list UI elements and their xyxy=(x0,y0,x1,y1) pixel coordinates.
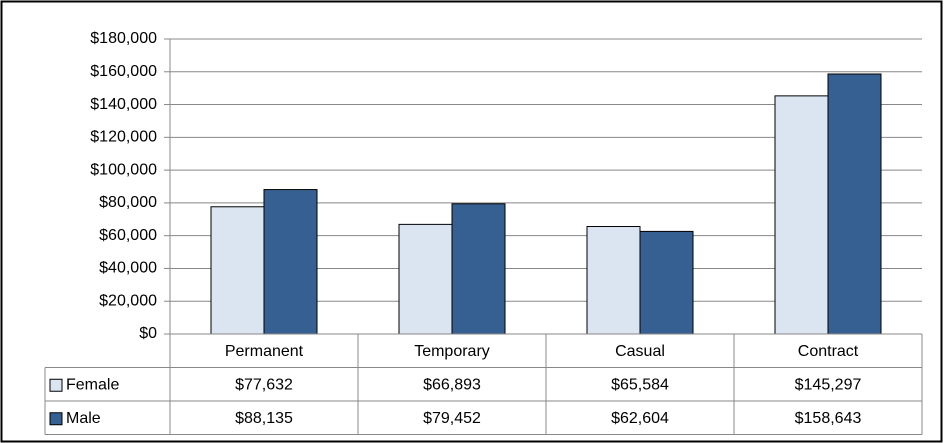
bar xyxy=(451,203,506,335)
legend-swatch xyxy=(49,412,63,426)
x-tick-label: Permanent xyxy=(225,343,304,360)
legend-label: Male xyxy=(66,410,101,427)
y-tick-label: $40,000 xyxy=(99,260,157,277)
y-tick-label: $160,000 xyxy=(90,63,157,80)
y-tick-label: $80,000 xyxy=(99,194,157,211)
data-label: $77,632 xyxy=(235,376,293,393)
legend-swatch xyxy=(49,378,63,392)
y-tick-label: $100,000 xyxy=(90,161,157,178)
bar xyxy=(210,206,265,335)
data-label: $66,893 xyxy=(423,376,481,393)
legend-label: Female xyxy=(66,376,119,393)
y-tick-label: $120,000 xyxy=(90,129,157,146)
bar xyxy=(398,223,453,335)
y-tick-label: $60,000 xyxy=(99,227,157,244)
data-label: $88,135 xyxy=(235,410,293,427)
bar xyxy=(263,189,318,335)
x-tick-label: Temporary xyxy=(414,343,490,360)
data-label: $145,297 xyxy=(795,376,862,393)
data-label: $79,452 xyxy=(423,410,481,427)
y-tick-label: $140,000 xyxy=(90,96,157,113)
x-tick-label: Contract xyxy=(798,343,859,360)
data-label: $158,643 xyxy=(795,410,862,427)
data-label: $62,604 xyxy=(611,410,669,427)
bar xyxy=(774,95,829,335)
data-label: $65,584 xyxy=(611,376,669,393)
bar xyxy=(639,230,694,335)
y-tick-label: $0 xyxy=(139,325,157,342)
bar xyxy=(827,73,882,335)
y-tick-label: $20,000 xyxy=(99,292,157,309)
bar xyxy=(586,226,641,335)
x-tick-label: Casual xyxy=(615,343,665,360)
y-tick-label: $180,000 xyxy=(90,30,157,47)
